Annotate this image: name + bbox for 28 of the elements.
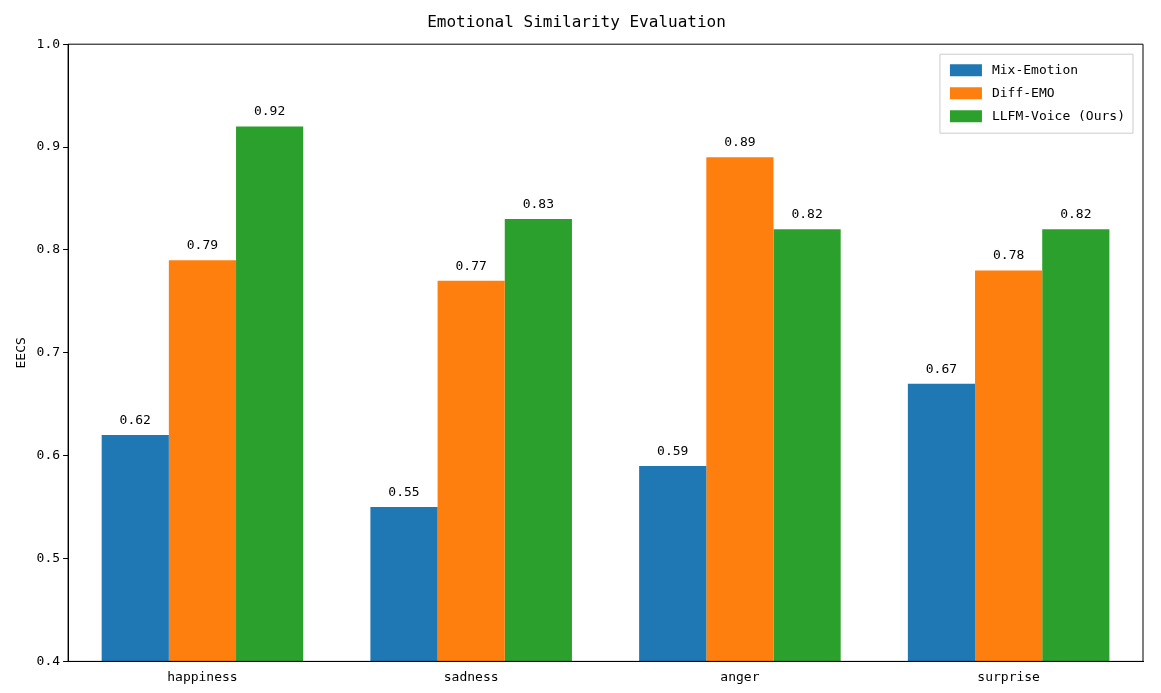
x-tick-label: anger [720,668,760,684]
data-label: 0.78 [992,247,1025,263]
data-label: 0.55 [388,483,420,499]
y-tick-label: 0.6 [36,447,61,463]
data-label: 0.62 [119,411,151,427]
data-label: 0.77 [455,257,487,273]
data-label: 0.82 [791,206,823,222]
data-label: 0.92 [253,103,286,119]
y-tick-label: 0.7 [36,344,61,360]
data-label: 0.59 [657,442,689,458]
y-tick-label: 0.9 [36,138,61,154]
data-label: 0.82 [1060,206,1092,222]
y-tick-label: 0.5 [36,549,61,565]
x-tick-label: happiness [167,668,238,684]
legend-label: Mix-Emotion [991,61,1079,77]
y-tick-label: 0.8 [36,241,61,257]
y-tick-label: 0.4 [36,652,61,668]
data-label: 0.79 [186,237,219,253]
data-label: 0.83 [522,195,555,211]
data-label: 0.67 [925,360,958,376]
data-label: 0.89 [724,134,756,150]
x-tick-label: sadness [443,668,499,684]
y-axis-title: EECS [13,337,29,369]
legend-label: LLFM-Voice (Ours) [991,107,1126,123]
legend-label: Diff-EMO [991,84,1055,100]
chart-title: Emotional Similarity Evaluation [427,11,726,31]
y-tick-label: 1.0 [36,35,61,51]
x-tick-label: surprise [977,668,1041,684]
